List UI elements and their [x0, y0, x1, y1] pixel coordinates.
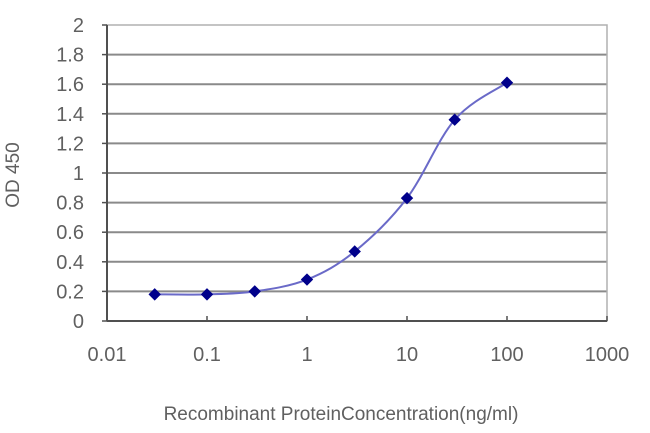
y-tick-label: 0	[73, 311, 84, 333]
y-tick-label: 1	[73, 163, 84, 185]
x-tick-label: 0.01	[88, 344, 127, 366]
x-axis-ticks: 0.01 0.1 1 10 100 1000	[88, 316, 630, 366]
x-axis-title: Recombinant ProteinConcentration(ng/ml)	[164, 404, 519, 425]
y-tick-label: 2	[73, 15, 84, 37]
data-point-diamond-icon	[500, 76, 514, 89]
y-axis-title: OD 450	[3, 142, 24, 207]
y-tick-label: 0.8	[56, 193, 84, 215]
data-point-diamond-icon	[300, 273, 314, 286]
y-axis-ticks: 0 0.2 0.4 0.6 0.8 1 1.2 1.4 1.6 1.8 2	[56, 15, 107, 333]
x-tick-label: 10	[396, 344, 418, 366]
y-tick-label: 1.6	[56, 74, 84, 96]
y-tick-label: 0.2	[56, 281, 84, 303]
data-point-diamond-icon	[200, 288, 214, 301]
x-tick-label: 0.1	[193, 344, 221, 366]
data-point-diamond-icon	[148, 288, 161, 301]
y-tick-label: 1.4	[56, 104, 84, 126]
data-series	[148, 76, 514, 301]
x-tick-label: 100	[490, 344, 523, 366]
data-point-diamond-icon	[348, 245, 361, 258]
x-tick-label: 1000	[585, 344, 630, 366]
y-tick-label: 1.2	[56, 133, 84, 155]
data-point-diamond-icon	[248, 285, 261, 298]
x-tick-label: 1	[301, 344, 312, 366]
data-point-diamond-icon	[448, 113, 461, 126]
y-gridlines	[107, 53, 607, 293]
y-tick-label: 0.4	[56, 252, 84, 274]
y-tick-label: 0.6	[56, 222, 84, 244]
y-tick-label: 1.8	[56, 45, 84, 67]
data-point-diamond-icon	[400, 191, 414, 205]
